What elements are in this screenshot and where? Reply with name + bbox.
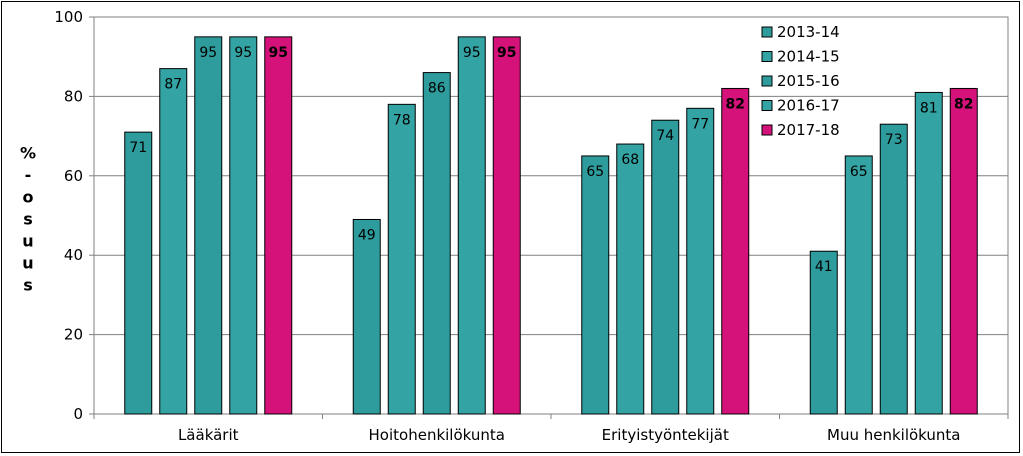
bar — [264, 36, 293, 415]
y-axis-title-char: s — [23, 210, 33, 229]
y-axis-title-char: u — [22, 254, 33, 273]
x-axis: Lääkärit Hoitohenkilökunta Erityistyönteki… — [93, 414, 1009, 444]
data-label: 49 — [358, 227, 376, 243]
legend-label: 2016-17 — [777, 97, 840, 115]
y-axis-title-char: % — [20, 144, 36, 163]
legend-label: 2014-15 — [777, 48, 840, 66]
bar — [581, 155, 610, 415]
bar — [616, 143, 645, 415]
bar — [914, 91, 943, 415]
y-tick-label: 80 — [64, 87, 83, 105]
y-axis: 0 20 40 60 80 100 — [54, 8, 94, 423]
data-label: 95 — [497, 45, 516, 61]
bar — [159, 68, 188, 415]
category-label: Hoitohenkilökunta — [369, 426, 505, 444]
data-label: 65 — [850, 164, 868, 180]
data-label: 95 — [234, 45, 252, 61]
data-label: 87 — [164, 77, 182, 93]
bar — [492, 36, 521, 415]
bar — [721, 87, 750, 415]
bar — [809, 250, 838, 415]
legend-label: 2013-14 — [777, 23, 840, 41]
y-tick-label: 40 — [64, 246, 83, 264]
data-label: 81 — [920, 100, 938, 116]
data-label: 41 — [815, 259, 833, 275]
legend-swatch — [761, 100, 773, 111]
y-tick-label: 0 — [73, 405, 83, 423]
bar — [844, 155, 873, 415]
bar — [387, 103, 416, 415]
bars — [124, 36, 978, 415]
y-axis-title-char: - — [25, 166, 32, 185]
legend-swatch — [761, 75, 773, 87]
legend-label: 2017-18 — [777, 121, 840, 139]
data-label: 78 — [393, 112, 411, 128]
bar — [457, 36, 486, 415]
bar — [124, 131, 153, 415]
legend: 2013-14 2014-15 2015-16 2016-17 2017-18 — [761, 23, 840, 139]
data-label: 95 — [463, 45, 481, 61]
data-label: 73 — [885, 132, 903, 148]
data-label: 77 — [691, 116, 709, 132]
legend-swatch — [761, 26, 773, 38]
y-tick-label: 60 — [64, 167, 83, 185]
legend-swatch — [761, 51, 773, 62]
legend-swatch — [761, 124, 773, 136]
y-axis-title-char: o — [23, 188, 34, 207]
bar — [949, 87, 978, 415]
data-label: 71 — [129, 140, 147, 156]
data-label: 82 — [954, 96, 973, 112]
data-labels: 71 87 95 95 95 49 78 86 95 95 65 68 74 77 82 41 65 73 81 82 — [129, 45, 973, 275]
bar — [194, 36, 223, 415]
y-tick-label: 20 — [64, 326, 83, 344]
y-axis-title-char: s — [23, 276, 33, 295]
legend-label: 2015-16 — [777, 72, 840, 90]
category-label: Muu henkilökunta — [827, 426, 960, 444]
bar — [229, 36, 258, 415]
category-label: Lääkärit — [178, 426, 239, 444]
bar — [651, 119, 680, 415]
data-label: 82 — [726, 96, 745, 112]
data-label: 68 — [621, 152, 639, 168]
bar — [352, 218, 381, 415]
data-label: 95 — [199, 45, 217, 61]
data-label: 65 — [586, 164, 604, 180]
data-label: 74 — [656, 128, 674, 144]
bar — [686, 107, 715, 415]
y-axis-title-char: u — [22, 232, 33, 251]
bar — [879, 123, 908, 415]
category-label: Erityistyöntekijät — [602, 426, 729, 444]
data-label: 95 — [269, 45, 288, 61]
bar — [422, 72, 451, 415]
y-tick-label: 100 — [54, 8, 83, 26]
data-label: 86 — [428, 81, 446, 97]
